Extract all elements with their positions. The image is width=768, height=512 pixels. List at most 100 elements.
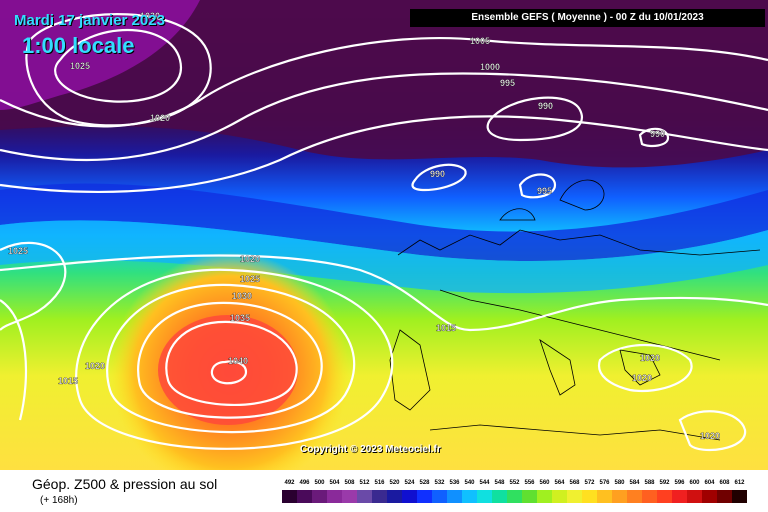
scale-cell: 504 (327, 478, 342, 504)
scale-cell: 492 (282, 478, 297, 504)
scale-swatch (732, 490, 747, 503)
scale-label: 508 (344, 480, 355, 486)
scale-swatch (687, 490, 702, 503)
scale-label: 572 (584, 480, 595, 486)
isobar-label: 1025 (8, 246, 28, 256)
blue-band (0, 183, 768, 261)
valid-date: Mardi 17 janvier 2023 (14, 12, 165, 29)
scale-cell: 564 (552, 478, 567, 504)
scale-swatch (462, 490, 477, 503)
upper-purple-region (0, 0, 768, 168)
scale-cell: 536 (447, 478, 462, 504)
scale-cell: 524 (402, 478, 417, 504)
scale-swatch (372, 490, 387, 503)
isobar-label: 1030 (140, 11, 160, 21)
scale-cell: 600 (687, 478, 702, 504)
isobar-label: 1020 (150, 113, 170, 123)
scale-swatch (552, 490, 567, 503)
isobar-label: 990 (650, 129, 665, 139)
scale-swatch (432, 490, 447, 503)
isobar-label: 1020 (240, 254, 260, 264)
scale-cell: 508 (342, 478, 357, 504)
isobar-label: 1025 (240, 274, 260, 284)
scale-swatch (447, 490, 462, 503)
scale-cell: 592 (657, 478, 672, 504)
isobar-label: 1005 (470, 36, 490, 46)
scale-label: 512 (359, 480, 370, 486)
isobar-label: 1020 (700, 431, 720, 441)
scale-label: 548 (494, 480, 505, 486)
scale-label: 544 (479, 480, 490, 486)
isobar-label: 1015 (58, 376, 78, 386)
scale-swatch (627, 490, 642, 503)
scale-cell: 556 (522, 478, 537, 504)
scale-swatch (582, 490, 597, 503)
scale-swatch (522, 490, 537, 503)
isobar-label: 1025 (70, 61, 90, 71)
scale-label: 604 (704, 480, 715, 486)
scale-label: 592 (659, 480, 670, 486)
scale-label: 584 (629, 480, 640, 486)
isobar-label: 1000 (480, 62, 500, 72)
scale-label: 556 (524, 480, 535, 486)
scale-cell: 500 (312, 478, 327, 504)
isobar-label: 990 (538, 101, 553, 111)
scale-swatch (297, 490, 312, 503)
scale-label: 492 (284, 480, 295, 486)
cyan-band (0, 220, 768, 294)
scale-label: 496 (299, 480, 310, 486)
scale-label: 560 (539, 480, 550, 486)
scale-cell: 552 (507, 478, 522, 504)
isobar-label: 1020 (85, 361, 105, 371)
scale-label: 576 (599, 480, 610, 486)
isobar-label: 990 (430, 169, 445, 179)
footer-title: Géop. Z500 & pression au sol (32, 476, 218, 492)
scale-cell: 572 (582, 478, 597, 504)
scale-swatch (492, 490, 507, 503)
scale-cell: 604 (702, 478, 717, 504)
isobars (0, 13, 768, 452)
scale-swatch (402, 490, 417, 503)
scale-swatch (327, 490, 342, 503)
scale-swatch (672, 490, 687, 503)
scale-swatch (702, 490, 717, 503)
scale-swatch (537, 490, 552, 503)
isobar-label: 1020 (632, 373, 652, 383)
scale-swatch (282, 490, 297, 503)
scale-swatch (357, 490, 372, 503)
scale-swatch (657, 490, 672, 503)
scale-label: 532 (434, 480, 445, 486)
scale-cell: 608 (717, 478, 732, 504)
scale-cell: 580 (612, 478, 627, 504)
scale-swatch (342, 490, 357, 503)
scale-cell: 588 (642, 478, 657, 504)
land-outlines (389, 179, 761, 441)
scale-label: 600 (689, 480, 700, 486)
isobar-label: 1020 (640, 353, 660, 363)
scale-label: 516 (374, 480, 385, 486)
scale-cell: 512 (357, 478, 372, 504)
map-footer: Géop. Z500 & pression au sol (+ 168h) 49… (0, 470, 768, 512)
isobar-label: 1015 (436, 323, 456, 333)
scale-cell: 516 (372, 478, 387, 504)
scale-swatch (417, 490, 432, 503)
scale-swatch (597, 490, 612, 503)
scale-label: 608 (719, 480, 730, 486)
scale-swatch (387, 490, 402, 503)
subtropical-core (158, 315, 298, 425)
isobar-label: 995 (500, 78, 515, 88)
scale-swatch (312, 490, 327, 503)
scale-label: 540 (464, 480, 475, 486)
scale-cell: 532 (432, 478, 447, 504)
scale-swatch (507, 490, 522, 503)
scale-label: 552 (509, 480, 520, 486)
isobar-label: 1035 (230, 313, 250, 323)
isobar-label: 1030 (232, 291, 252, 301)
isobar-labels: 1030 1025 1020 1005 1000 995 990 990 990… (8, 11, 720, 441)
scale-swatch (642, 490, 657, 503)
isobar-label: 1040 (228, 356, 248, 366)
scale-swatch (477, 490, 492, 503)
weather-map: 1030 1025 1020 1005 1000 995 990 990 990… (0, 0, 768, 470)
scale-cell: 548 (492, 478, 507, 504)
scale-cell: 576 (597, 478, 612, 504)
